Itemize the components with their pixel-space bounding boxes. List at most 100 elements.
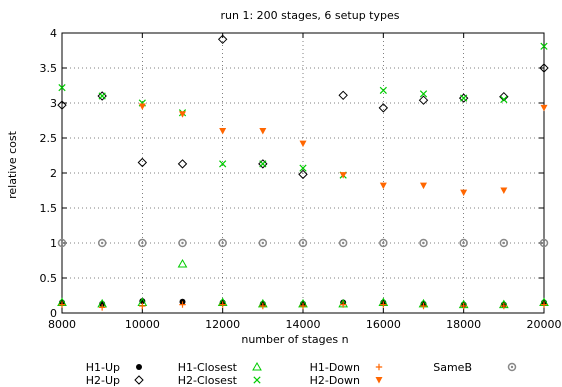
point-h1-closest — [177, 258, 188, 268]
legend-marker-h1-up — [136, 364, 142, 370]
point-h1-down — [58, 301, 66, 308]
marker-ring — [57, 238, 67, 248]
point-h1-down — [259, 302, 267, 310]
point-sameb — [459, 238, 468, 248]
point-h2-up — [499, 91, 509, 102]
point-h2-down — [379, 182, 387, 190]
point-h2-closest — [419, 90, 428, 98]
marker-dot — [221, 241, 224, 245]
legend-label-h2-down: H2-Down — [310, 374, 360, 387]
legend-marker-h1-closest — [252, 361, 262, 371]
point-h1-down — [179, 301, 186, 308]
point-sameb — [499, 238, 509, 248]
marker-ring — [258, 238, 268, 248]
marker-dot — [301, 241, 305, 245]
x-tick-label: 16000 — [366, 318, 401, 331]
marker-ring — [338, 238, 348, 248]
marker-dot — [261, 241, 265, 245]
marker-dot — [181, 241, 184, 245]
point-h2-up — [258, 159, 268, 169]
point-h1-down — [460, 302, 467, 310]
marker-dot — [502, 241, 506, 245]
point-sameb — [258, 238, 268, 248]
legend-label-sameb: SameB — [433, 361, 472, 374]
legend-marker-h2-up — [134, 375, 144, 385]
marker-dot — [422, 241, 425, 245]
x-axis-label: number of stages n — [241, 333, 348, 346]
legend-label-h1-down: H1-Down — [310, 361, 360, 374]
point-sameb — [218, 238, 227, 248]
point-h2-up — [418, 95, 429, 105]
legend-marker-h2-closest — [253, 376, 261, 384]
point-h1-down — [420, 302, 427, 310]
point-h1-down — [299, 302, 307, 310]
point-sameb — [178, 238, 187, 248]
point-sameb — [57, 238, 67, 248]
point-h2-up — [97, 91, 107, 101]
point-h1-down — [219, 301, 226, 308]
y-tick-label: 3 — [50, 97, 57, 110]
data-points — [57, 34, 549, 311]
marker-ring — [298, 238, 308, 248]
marker-ring — [138, 238, 147, 248]
point-sameb — [338, 238, 348, 248]
point-h2-closest — [379, 86, 387, 95]
marker-dot — [341, 241, 345, 245]
marker-dot — [100, 241, 104, 245]
legend-marker-h2-down — [375, 377, 383, 384]
marker-ring — [539, 238, 549, 248]
point-h2-closest — [219, 160, 227, 168]
marker-ring — [97, 238, 107, 248]
y-tick-label: 3.5 — [40, 62, 58, 75]
point-h2-up — [458, 93, 469, 103]
point-h2-closest — [500, 95, 508, 104]
legend-label-h1-up: H1-Up — [86, 361, 120, 374]
point-h2-closest — [259, 160, 267, 168]
point-sameb — [539, 238, 549, 248]
point-h2-down — [500, 187, 508, 194]
point-h2-closest — [540, 42, 548, 50]
y-axis-label: relative cost — [6, 130, 19, 198]
marker-dot — [382, 241, 385, 245]
marker-ring — [507, 362, 517, 372]
point-h2-up — [57, 100, 67, 110]
marker-dot — [542, 241, 546, 245]
point-h2-closest — [58, 83, 66, 92]
x-tick-label: 14000 — [286, 318, 321, 331]
legend: H1-Up H1-Closest H1-Down SameB H2-Up H2-Close… — [86, 361, 517, 387]
marker-dot — [60, 241, 64, 245]
marker-ring — [178, 238, 187, 248]
y-tick-label: 0.5 — [40, 272, 58, 285]
point-sameb — [97, 238, 107, 248]
x-tick-label: 10000 — [125, 318, 160, 331]
x-tick-label: 20000 — [527, 318, 562, 331]
point-h2-up — [177, 159, 188, 169]
marker-ring — [499, 238, 509, 248]
grid-lines — [62, 33, 544, 313]
marker-ring — [379, 238, 388, 248]
legend-marker-sameb — [507, 362, 517, 372]
point-h2-down — [540, 104, 548, 112]
marker-dot — [462, 241, 465, 245]
point-h1-up — [139, 298, 146, 305]
y-tick-label: 2.5 — [40, 132, 58, 145]
point-h2-up — [338, 90, 348, 101]
y-tick-label: 0 — [50, 307, 57, 320]
marker-dot — [510, 365, 514, 369]
point-sameb — [419, 238, 428, 248]
point-h2-down — [299, 140, 307, 148]
point-h2-down — [219, 128, 227, 135]
y-tick-label: 4 — [50, 27, 57, 40]
legend-marker-h1-down — [375, 363, 383, 371]
marker-dot — [141, 241, 144, 245]
point-h2-down — [179, 111, 186, 118]
legend-label-h2-closest: H2-Closest — [178, 374, 238, 387]
y-tick-label: 2 — [50, 167, 57, 180]
legend-label-h1-closest: H1-Closest — [178, 361, 238, 374]
point-h1-down — [380, 301, 387, 308]
point-h2-down — [138, 103, 146, 110]
y-tick-label: 1 — [50, 237, 57, 250]
x-tick-label: 8000 — [48, 318, 76, 331]
point-h2-closest — [299, 164, 307, 172]
